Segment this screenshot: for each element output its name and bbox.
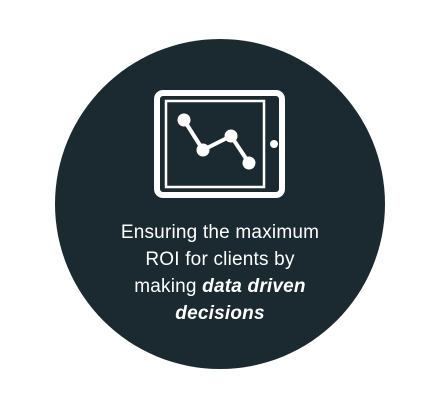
caption-emphasis-data-driven: data driven bbox=[202, 276, 306, 297]
tablet-frame bbox=[154, 90, 285, 198]
chart-point bbox=[196, 143, 210, 157]
caption-line-3: making data driven bbox=[55, 273, 385, 300]
chart-line bbox=[182, 118, 251, 165]
caption-text: Ensuring the maximum ROI for clients by … bbox=[55, 219, 385, 327]
chart-point bbox=[242, 156, 256, 170]
chart-point bbox=[224, 129, 238, 143]
caption-line-2: ROI for clients by bbox=[145, 249, 295, 270]
dark-circle-badge: Ensuring the maximum ROI for clients by … bbox=[55, 39, 385, 369]
chart-point bbox=[177, 113, 191, 127]
tablet-home-button bbox=[270, 140, 278, 148]
caption-line-1: Ensuring the maximum bbox=[120, 222, 320, 243]
tablet-line-chart-icon bbox=[154, 90, 285, 198]
caption-emphasis-decisions: decisions bbox=[175, 303, 265, 324]
tablet-screen bbox=[164, 99, 266, 189]
caption-line-3-prefix: making bbox=[134, 276, 203, 297]
